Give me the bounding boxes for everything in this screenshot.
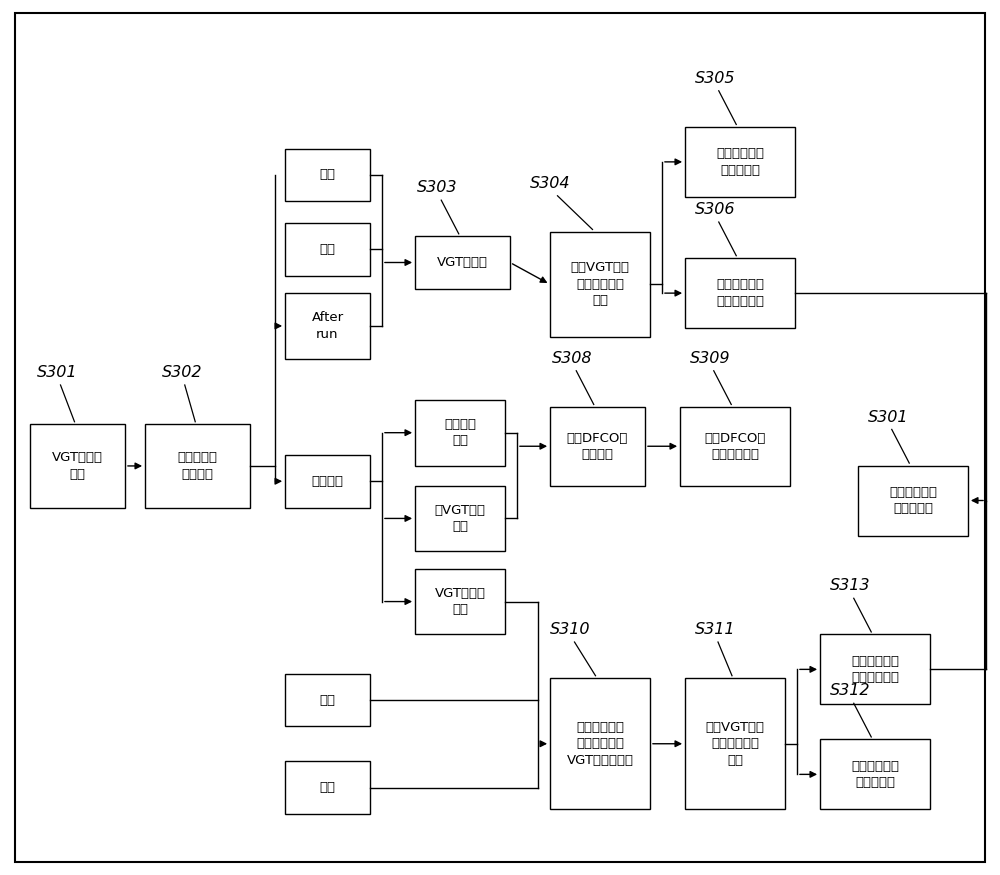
Bar xyxy=(285,293,370,359)
Text: 无卡滞故障，
自清洗完成: 无卡滞故障， 自清洗完成 xyxy=(716,147,764,177)
Text: S301: S301 xyxy=(868,410,908,424)
Bar xyxy=(285,761,370,814)
Text: 无卡滞故障，
自清洗完成: 无卡滞故障， 自清洗完成 xyxy=(851,760,899,789)
Bar xyxy=(285,223,370,276)
Text: S311: S311 xyxy=(695,622,735,637)
Bar xyxy=(685,127,795,197)
Text: 水温: 水温 xyxy=(319,243,335,256)
Text: 完成VGT自清
洗，进行卡滞
诊断: 完成VGT自清 洗，进行卡滞 诊断 xyxy=(706,721,765,766)
Text: 完成DFCO断
油自清洗功能: 完成DFCO断 油自清洗功能 xyxy=(704,431,766,461)
Bar xyxy=(820,634,930,704)
Text: S305: S305 xyxy=(695,71,735,86)
Bar xyxy=(30,424,125,508)
Text: S303: S303 xyxy=(417,180,458,195)
Text: 有卡滞故障，
报出故障码: 有卡滞故障， 报出故障码 xyxy=(889,486,937,515)
Text: S308: S308 xyxy=(552,351,593,366)
Bar xyxy=(415,569,505,634)
Bar xyxy=(415,400,505,466)
Bar xyxy=(820,739,930,809)
Text: S309: S309 xyxy=(690,351,730,366)
Text: S312: S312 xyxy=(830,683,870,698)
Text: 扭矩: 扭矩 xyxy=(319,781,335,794)
Text: S304: S304 xyxy=(530,176,570,191)
Text: S313: S313 xyxy=(830,578,870,593)
Bar xyxy=(550,232,650,337)
Text: 转速: 转速 xyxy=(319,169,335,181)
Text: 有卡滞故障，
自清洗不成功: 有卡滞故障， 自清洗不成功 xyxy=(851,654,899,684)
Text: S310: S310 xyxy=(550,622,590,637)
Bar xyxy=(285,674,370,726)
Text: 发动机运行
状态判断: 发动机运行 状态判断 xyxy=(177,452,217,480)
Bar xyxy=(680,407,790,486)
Bar xyxy=(550,407,645,486)
Text: 进行DFCO断
油自清洗: 进行DFCO断 油自清洗 xyxy=(567,431,628,461)
Bar xyxy=(550,678,650,809)
Bar xyxy=(685,258,795,328)
Bar xyxy=(415,486,505,551)
Bar xyxy=(145,424,250,508)
Text: VGT自清洗: VGT自清洗 xyxy=(437,256,488,269)
Text: VGT有卡滞
故障: VGT有卡滞 故障 xyxy=(434,587,485,616)
Text: 有卡滞故障，
自清洗不成功: 有卡滞故障， 自清洗不成功 xyxy=(716,278,764,308)
Text: 完成VGT自清
洗，进行卡滞
诊断: 完成VGT自清 洗，进行卡滞 诊断 xyxy=(571,262,630,307)
Text: 减速断油
要求: 减速断油 要求 xyxy=(444,418,476,447)
Text: After
run: After run xyxy=(311,312,344,340)
Bar xyxy=(415,236,510,289)
Text: 转速: 转速 xyxy=(319,694,335,706)
Text: 行驶过程: 行驶过程 xyxy=(311,475,344,487)
Bar xyxy=(285,149,370,201)
Text: 满足转速扭矩
条件后，进行
VGT自清洗功能: 满足转速扭矩 条件后，进行 VGT自清洗功能 xyxy=(567,721,634,766)
Text: VGT自学习
成功: VGT自学习 成功 xyxy=(52,452,103,480)
Bar xyxy=(285,455,370,507)
Text: S301: S301 xyxy=(37,365,78,380)
Text: S306: S306 xyxy=(695,202,735,217)
Bar xyxy=(858,466,968,536)
Text: S302: S302 xyxy=(162,365,203,380)
Text: 无VGT卡滞
故障: 无VGT卡滞 故障 xyxy=(434,504,485,533)
Bar xyxy=(685,678,785,809)
